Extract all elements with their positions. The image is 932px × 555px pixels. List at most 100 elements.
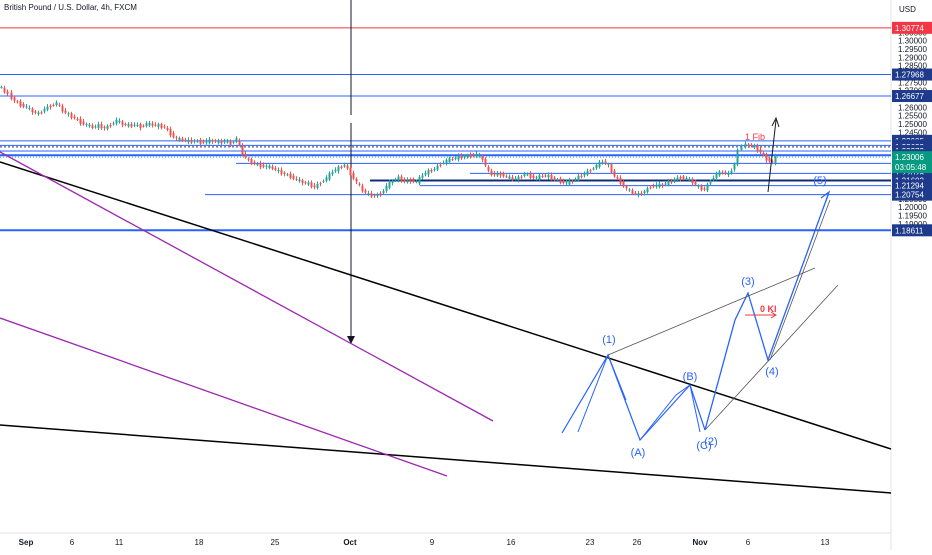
x-tick-label: 13: [821, 538, 830, 547]
candle-body: [334, 169, 337, 172]
candle-body: [445, 159, 448, 163]
candle-body: [253, 162, 256, 164]
candle-body: [187, 139, 190, 143]
candle-body: [583, 173, 586, 176]
y-tick-label: 1.20000: [898, 203, 927, 212]
candle-body: [619, 177, 622, 184]
candle-body: [685, 178, 688, 180]
candle-body: [16, 101, 19, 103]
candle-body: [166, 128, 169, 130]
candle-body: [673, 179, 676, 181]
candle-body: [610, 164, 613, 173]
wave-label: (4): [765, 366, 778, 378]
candle-body: [759, 149, 762, 153]
candle-body: [601, 162, 604, 164]
candle-body: [493, 173, 496, 175]
candle-body: [574, 178, 577, 181]
candle-body: [109, 124, 112, 127]
candle-body: [613, 170, 616, 177]
y-tick-label: 1.30000: [898, 37, 927, 46]
candle-body: [73, 116, 76, 119]
candle-body: [283, 172, 286, 174]
candle-body: [502, 173, 505, 177]
candle-body: [118, 120, 121, 123]
candle-body: [750, 144, 753, 147]
candle-body: [768, 158, 771, 162]
candle-body: [592, 168, 595, 170]
candle-body: [31, 108, 34, 113]
candle-body: [715, 173, 718, 178]
candle-body: [553, 177, 556, 179]
candle-body: [367, 193, 370, 195]
candle-body: [733, 163, 736, 170]
candle-body: [301, 180, 304, 183]
candle-body: [631, 190, 634, 194]
candle-body: [409, 179, 412, 182]
candle-body: [517, 176, 520, 180]
candle-body: [94, 126, 97, 128]
candle-body: [292, 175, 295, 179]
wave-channel-line: [704, 284, 839, 431]
candle-body: [697, 185, 700, 187]
candle-body: [199, 139, 202, 144]
x-tick-label: 25: [271, 538, 280, 547]
candle-body: [756, 145, 759, 152]
candle-body: [433, 168, 436, 171]
candle-body: [178, 137, 181, 141]
candle-body: [259, 163, 262, 168]
candle-body: [286, 174, 289, 176]
candle-body: [106, 125, 109, 129]
candle-body: [604, 161, 607, 164]
candle-body: [765, 154, 768, 161]
candle-body: [753, 145, 756, 148]
candle-body: [28, 107, 31, 109]
candle-body: [331, 172, 334, 174]
candle-body: [121, 121, 124, 125]
candle-body: [136, 124, 139, 126]
candle-body: [373, 195, 376, 197]
x-tick-label: Oct: [343, 538, 357, 547]
candle-body: [220, 140, 223, 144]
candle-body: [412, 178, 415, 182]
candle-body: [3, 87, 6, 93]
candle-body: [508, 176, 511, 179]
price-tag: [892, 224, 932, 237]
candle-body: [544, 175, 547, 177]
candle-body: [634, 193, 637, 195]
wave-label: (B): [683, 371, 698, 383]
candle-body: [25, 106, 28, 108]
candle-body: [0, 87, 3, 89]
wave-label: (2): [704, 436, 717, 448]
candle-body: [46, 106, 49, 110]
candle-body: [718, 171, 721, 176]
candle-body: [22, 104, 25, 107]
candle-body: [61, 106, 64, 112]
wave-label: (C): [696, 440, 711, 452]
candle-body: [658, 183, 661, 188]
candle-body: [400, 176, 403, 182]
candle-body: [154, 124, 157, 126]
candle-body: [133, 124, 136, 126]
x-tick-label: 26: [633, 538, 642, 547]
x-tick-label: 11: [115, 538, 124, 547]
candle-body: [208, 139, 211, 143]
y-tick-label: 1.28500: [898, 62, 927, 71]
candle-body: [352, 173, 355, 179]
candle-body: [52, 104, 55, 106]
candle-body: [277, 169, 280, 172]
candle-body: [370, 193, 373, 197]
candle-body: [496, 173, 499, 176]
candle-body: [628, 189, 631, 191]
candle-body: [382, 190, 385, 194]
candle-body: [427, 169, 430, 175]
candle-body: [355, 178, 358, 182]
candle-body: [340, 166, 343, 168]
candle-body: [646, 188, 649, 193]
candle-body: [532, 175, 535, 178]
candle-body: [124, 123, 127, 125]
candle-body: [37, 112, 40, 115]
candle-body: [774, 155, 777, 164]
candle-body: [403, 179, 406, 182]
candle-body: [343, 164, 346, 167]
